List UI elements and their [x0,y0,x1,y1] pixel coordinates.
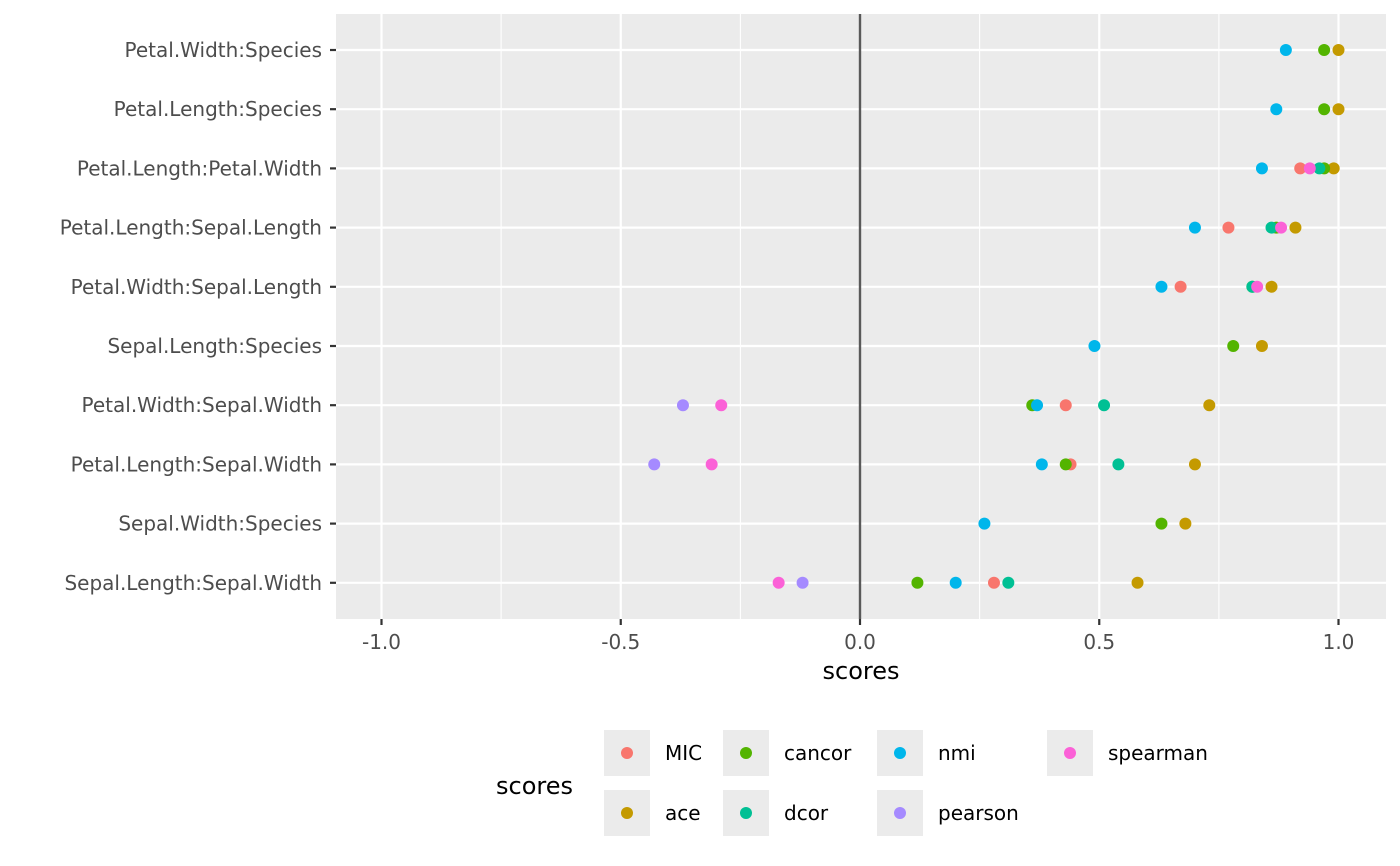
point-nmi [978,517,991,530]
y-tick-label: Petal.Width:Sepal.Length [71,275,322,299]
legend-label-dcor: dcor [784,801,829,825]
point-nmi [1031,399,1044,412]
point-dcor [1313,162,1326,175]
legend-label-cancor: cancor [784,741,852,765]
point-nmi [1088,340,1101,352]
point-ace [1255,340,1268,352]
legend-key-ace [621,807,633,819]
x-tick-label: -0.5 [601,630,640,654]
point-pearson [796,576,809,589]
point-dcor [1002,576,1015,589]
x-axis: -1.0 -0.5 0.0 0.5 1.0 [362,619,1354,654]
point-nmi [1155,280,1168,293]
y-tick-label: Sepal.Width:Species [118,512,322,536]
point-nmi [1035,458,1048,471]
legend-key-pearson [894,807,906,819]
point-mic [1059,399,1072,412]
data-points [648,44,1345,589]
point-dcor [1098,399,1111,412]
y-tick-label: Petal.Width:Sepal.Width [82,393,322,417]
point-ace [1332,103,1345,116]
point-cancor [1155,517,1168,530]
y-tick-label: Sepal.Length:Sepal.Width [64,571,322,595]
point-ace [1327,162,1340,175]
y-tick-label: Petal.Length:Species [114,97,322,121]
point-spearman [1275,221,1288,234]
point-nmi [1255,162,1268,175]
point-ace [1265,280,1278,293]
point-ace [1332,44,1345,56]
y-tick-label: Petal.Length:Petal.Width [77,156,322,180]
point-spearman [705,458,718,471]
point-nmi [1270,103,1283,116]
point-mic [1174,280,1187,293]
legend-label-nmi: nmi [938,741,976,765]
point-cancor [1059,458,1072,471]
x-tick-label: -1.0 [362,630,401,654]
point-ace [1289,221,1302,234]
point-nmi [1188,221,1201,234]
x-tick-label: 0.5 [1083,630,1115,654]
point-mic [1222,221,1235,234]
point-dcor [1112,458,1125,471]
legend-label-pearson: pearson [938,801,1019,825]
legend-label-spearman: spearman [1108,741,1208,765]
x-axis-title: scores [823,657,900,685]
legend-key-nmi [894,747,906,759]
point-ace [1131,576,1144,589]
point-nmi [949,576,962,589]
point-ace [1203,399,1216,412]
y-tick-label: Sepal.Length:Species [107,334,322,358]
legend-label-mic: MIC [665,741,702,765]
y-tick-label: Petal.Width:Species [125,38,322,62]
point-cancor [911,576,924,589]
point-ace [1179,517,1192,530]
point-cancor [1318,103,1331,116]
x-tick-label: 0.0 [844,630,876,654]
y-tick-label: Petal.Length:Sepal.Length [60,216,322,240]
grid-minor [500,14,1220,619]
y-tick-label: Petal.Length:Sepal.Width [71,452,322,476]
point-spearman [1251,280,1264,293]
point-mic [987,576,1000,589]
y-axis: Petal.Width:Species Petal.Length:Species P… [60,38,336,595]
point-nmi [1279,44,1292,56]
legend-key-cancor [740,747,752,759]
point-dcor [1265,221,1278,234]
point-spearman [772,576,785,589]
point-cancor [1227,340,1240,352]
legend-key-mic [621,747,633,759]
legend-key-dcor [740,807,752,819]
point-cancor [1318,44,1331,56]
legend-key-spearman [1064,747,1076,759]
point-spearman [1303,162,1316,175]
legend-label-ace: ace [665,801,701,825]
point-pearson [676,399,689,412]
x-tick-label: 1.0 [1323,630,1355,654]
point-spearman [715,399,728,412]
legend-title: scores [496,772,573,800]
point-pearson [648,458,661,471]
legend: scores MIC cancor nmi spearman ace dcor pearso… [496,730,1208,836]
point-ace [1188,458,1201,471]
point-mic [1294,162,1307,175]
